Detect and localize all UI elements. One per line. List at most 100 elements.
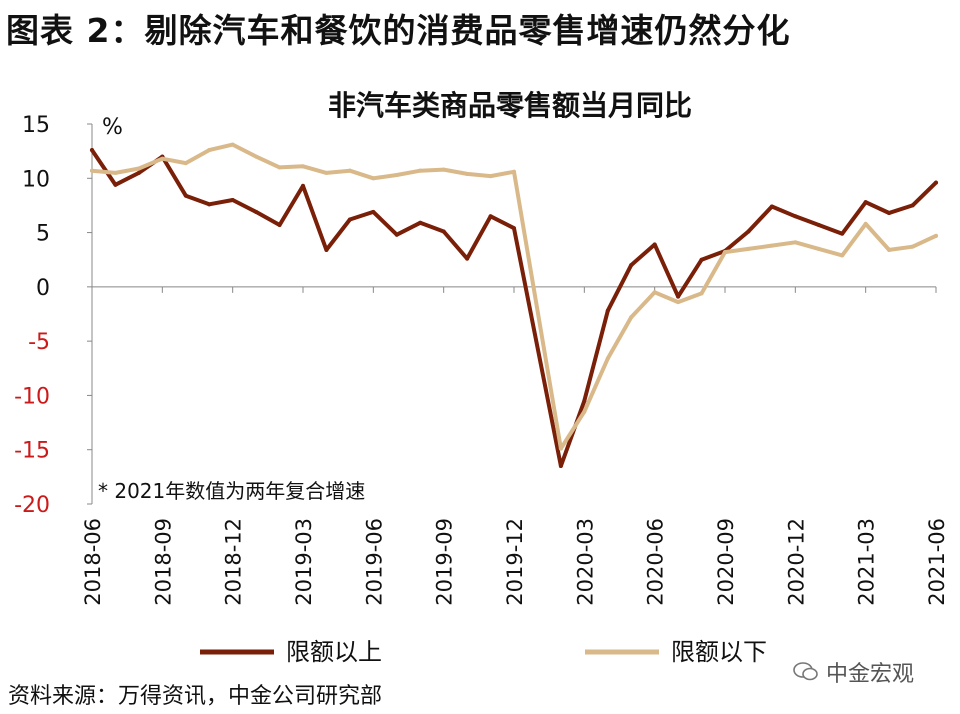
x-tick-label: 2020-12 — [784, 518, 808, 606]
x-tick-label: 2019-12 — [503, 518, 527, 606]
data-point — [863, 200, 868, 205]
data-point — [371, 209, 376, 214]
data-point — [418, 168, 423, 173]
chart-note: * 2021年数值为两年复合增速 — [98, 479, 365, 503]
y-tick-label: -5 — [28, 330, 50, 355]
data-point — [746, 229, 751, 234]
data-point — [699, 257, 704, 262]
data-point — [910, 244, 915, 249]
data-point — [934, 233, 938, 238]
figure-title: 图表 2：剔除汽车和餐饮的消费品零售增速仍然分化 — [6, 11, 791, 50]
data-point — [934, 180, 938, 185]
data-point — [723, 250, 727, 255]
data-point — [699, 291, 704, 296]
data-point — [160, 156, 165, 161]
y-tick-label: -10 — [14, 384, 50, 409]
data-point — [183, 193, 188, 198]
data-point — [887, 211, 892, 216]
x-tick-label: 2021-06 — [925, 518, 949, 606]
data-point — [230, 198, 235, 202]
data-point — [254, 154, 259, 159]
data-point — [605, 308, 610, 313]
data-point — [605, 356, 610, 361]
data-point — [887, 247, 892, 252]
data-point — [277, 222, 282, 227]
data-point — [254, 209, 259, 214]
legend-label: 限额以下 — [671, 638, 767, 666]
data-point — [465, 256, 470, 261]
data-point — [863, 221, 868, 226]
data-point — [136, 170, 141, 175]
data-point — [558, 464, 563, 468]
data-point — [488, 214, 493, 219]
data-point — [441, 229, 446, 234]
series-line-2 — [90, 142, 938, 451]
data-point — [90, 168, 94, 173]
data-point — [394, 173, 399, 178]
x-tick-label: 2018-12 — [222, 518, 246, 606]
data-point — [324, 247, 329, 252]
x-tick-label: 2019-06 — [362, 518, 386, 606]
data-point — [840, 253, 845, 258]
x-tick-label: 2021-03 — [855, 518, 879, 606]
data-point — [301, 164, 305, 169]
data-point — [746, 246, 751, 251]
y-tick-label: -20 — [14, 493, 50, 518]
x-tick-label: 2018-06 — [81, 518, 105, 606]
data-point — [582, 398, 587, 403]
chart-title: 非汽车类商品零售额当月同比 — [327, 89, 692, 122]
data-point — [793, 214, 798, 219]
data-point — [277, 165, 282, 170]
series-line-1 — [90, 148, 938, 468]
data-point — [816, 222, 821, 227]
data-point — [582, 409, 587, 414]
y-tick-label: 15 — [22, 113, 50, 138]
data-point — [113, 182, 118, 187]
data-point — [465, 171, 470, 176]
data-point — [371, 176, 376, 181]
data-point — [512, 169, 516, 174]
data-point — [207, 202, 212, 207]
watermark: 中金宏观 — [792, 656, 914, 688]
source-note: 资料来源：万得资讯，中金公司研究部 — [8, 684, 383, 709]
data-point — [90, 148, 94, 153]
data-point — [676, 294, 681, 299]
y-tick-label: -15 — [14, 439, 50, 464]
data-point — [558, 446, 563, 451]
data-point — [629, 263, 634, 268]
data-point — [816, 246, 821, 251]
data-point — [652, 290, 657, 295]
data-point — [769, 204, 774, 209]
data-point — [207, 148, 212, 153]
data-point — [629, 315, 634, 320]
wechat-icon — [792, 661, 820, 683]
data-point — [793, 240, 798, 245]
data-point — [910, 203, 915, 208]
x-tick-label: 2018-09 — [151, 518, 175, 606]
x-tick-label: 2020-06 — [644, 518, 668, 606]
data-point — [230, 142, 235, 147]
data-point — [324, 170, 329, 175]
data-point — [183, 161, 188, 166]
data-point — [840, 231, 845, 236]
data-point — [347, 168, 352, 173]
data-point — [652, 242, 657, 247]
x-tick-label: 2020-03 — [573, 518, 597, 606]
y-tick-label: 0 — [36, 276, 50, 301]
y-unit-label: % — [102, 115, 123, 140]
y-tick-label: 10 — [22, 167, 50, 192]
data-point — [394, 232, 399, 237]
data-point — [676, 300, 681, 305]
x-tick-label: 2020-09 — [714, 518, 738, 606]
x-tick-label: 2019-09 — [433, 518, 457, 606]
data-point — [347, 217, 352, 222]
data-point — [441, 167, 446, 172]
data-point — [418, 220, 423, 225]
data-point — [136, 166, 141, 171]
data-point — [301, 183, 305, 188]
y-tick-label: 5 — [36, 222, 50, 247]
data-point — [113, 170, 118, 175]
watermark-label: 中金宏观 — [826, 662, 915, 687]
x-tick-label: 2019-03 — [292, 518, 316, 606]
